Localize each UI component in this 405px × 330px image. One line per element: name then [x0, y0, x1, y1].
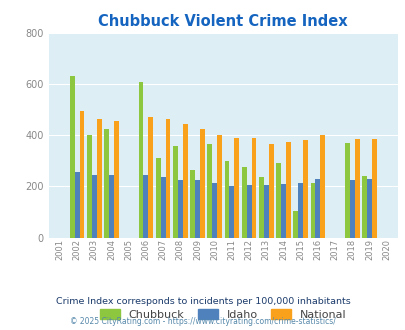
Bar	[114, 121, 118, 238]
Bar	[344, 143, 349, 238]
Bar	[246, 185, 251, 238]
Bar	[251, 138, 256, 238]
Bar	[303, 141, 307, 238]
Bar	[310, 182, 315, 238]
Bar	[280, 184, 285, 238]
Bar	[143, 175, 148, 238]
Bar	[165, 119, 170, 238]
Bar	[315, 179, 320, 238]
Bar	[268, 144, 273, 238]
Text: © 2025 CityRating.com - https://www.cityrating.com/crime-statistics/: © 2025 CityRating.com - https://www.city…	[70, 317, 335, 326]
Bar	[207, 144, 212, 238]
Bar	[177, 180, 182, 238]
Bar	[361, 176, 366, 238]
Bar	[234, 138, 239, 238]
Bar	[371, 139, 376, 238]
Bar	[148, 117, 153, 238]
Bar	[320, 135, 324, 238]
Bar	[275, 163, 280, 238]
Bar	[190, 170, 195, 238]
Bar	[79, 111, 84, 238]
Bar	[104, 129, 109, 238]
Bar	[354, 139, 359, 238]
Bar	[109, 175, 114, 238]
Bar	[298, 182, 303, 238]
Bar	[75, 172, 79, 238]
Bar	[229, 186, 234, 238]
Bar	[199, 129, 204, 238]
Bar	[87, 135, 92, 238]
Legend: Chubbuck, Idaho, National: Chubbuck, Idaho, National	[95, 305, 350, 324]
Title: Chubbuck Violent Crime Index: Chubbuck Violent Crime Index	[98, 14, 347, 29]
Bar	[182, 124, 187, 238]
Bar	[349, 180, 354, 238]
Bar	[366, 179, 371, 238]
Bar	[195, 180, 199, 238]
Bar	[212, 182, 217, 238]
Bar	[173, 146, 177, 238]
Bar	[96, 119, 101, 238]
Bar	[258, 178, 263, 238]
Bar	[293, 211, 298, 238]
Bar	[217, 135, 222, 238]
Bar	[139, 82, 143, 238]
Bar	[224, 161, 229, 238]
Bar	[285, 142, 290, 238]
Bar	[241, 167, 246, 238]
Bar	[70, 77, 75, 238]
Bar	[156, 158, 160, 238]
Bar	[263, 185, 268, 238]
Text: Crime Index corresponds to incidents per 100,000 inhabitants: Crime Index corresponds to incidents per…	[55, 297, 350, 307]
Bar	[92, 175, 96, 238]
Bar	[160, 178, 165, 238]
